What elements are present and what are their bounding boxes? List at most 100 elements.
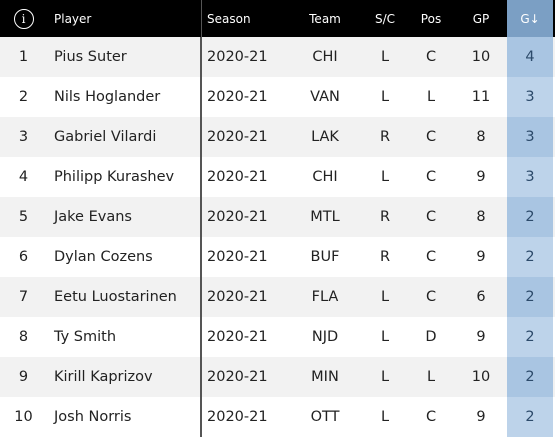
column-header-goals-sorted[interactable]: G↓ [507, 0, 553, 37]
shoots-catches-cell: L [380, 89, 390, 105]
rank-cell: 6 [18, 249, 29, 265]
position-cell: C [425, 249, 437, 265]
position-cell: D [425, 329, 437, 345]
rank-cell: 1 [18, 49, 29, 65]
table-row[interactable]: 1 Pius Suter 2020-21 CHI L C 10 4 [0, 37, 555, 77]
season-cell: 2020-21 [201, 157, 289, 197]
position-cell: L [426, 369, 436, 385]
shoots-catches-cell: L [380, 49, 390, 65]
shoots-catches-cell: R [379, 129, 391, 145]
games-played-cell: 10 [471, 369, 491, 385]
team-cell: VAN [310, 89, 340, 105]
team-cell: MIN [311, 369, 339, 385]
player-name-cell[interactable]: Philipp Kurashev [54, 169, 175, 185]
games-played-cell: 9 [476, 169, 486, 185]
games-played-cell: 8 [476, 129, 486, 145]
table-row[interactable]: 9 Kirill Kaprizov 2020-21 MIN L L 10 2 [0, 357, 555, 397]
season-cell: 2020-21 [201, 277, 289, 317]
rank-cell: 9 [18, 369, 29, 385]
rank-cell: 4 [18, 169, 29, 185]
season-cell: 2020-21 [201, 197, 289, 237]
position-cell: C [425, 209, 437, 225]
column-header-sc[interactable]: S/C [374, 11, 396, 26]
team-cell: LAK [311, 129, 339, 145]
player-name-cell[interactable]: Gabriel Vilardi [54, 129, 157, 145]
position-cell: C [425, 409, 437, 425]
games-played-cell: 10 [471, 49, 491, 65]
rank-cell: 5 [18, 209, 29, 225]
player-name-cell[interactable]: Kirill Kaprizov [54, 369, 153, 385]
team-cell: CHI [312, 169, 338, 185]
player-name-cell[interactable]: Dylan Cozens [54, 249, 153, 265]
season-cell: 2020-21 [201, 37, 289, 77]
rank-cell: 3 [18, 129, 29, 145]
table-row[interactable]: 8 Ty Smith 2020-21 NJD L D 9 2 [0, 317, 555, 357]
goals-cell: 2 [507, 317, 553, 357]
team-cell: FLA [311, 289, 339, 305]
rank-cell: 8 [18, 329, 29, 345]
player-name-cell[interactable]: Pius Suter [54, 49, 127, 65]
player-name-cell[interactable]: Ty Smith [54, 329, 117, 345]
shoots-catches-cell: L [380, 329, 390, 345]
team-cell: NJD [311, 329, 339, 345]
goals-cell: 2 [507, 357, 553, 397]
team-cell: CHI [312, 49, 338, 65]
goals-cell: 3 [507, 77, 553, 117]
games-played-cell: 8 [476, 209, 486, 225]
season-column-divider [200, 37, 201, 437]
games-played-cell: 9 [476, 329, 486, 345]
shoots-catches-cell: L [380, 289, 390, 305]
table-row[interactable]: 5 Jake Evans 2020-21 MTL R C 8 2 [0, 197, 555, 237]
season-cell: 2020-21 [201, 317, 289, 357]
column-header-player[interactable]: Player [54, 11, 92, 26]
table-header: i Player Season Team S/C Pos GP G↓ [0, 0, 555, 37]
shoots-catches-cell: L [380, 169, 390, 185]
shoots-catches-cell: L [380, 409, 390, 425]
info-icon: i [13, 8, 34, 29]
goals-cell: 2 [507, 397, 553, 437]
rank-cell: 2 [18, 89, 29, 105]
player-name-cell[interactable]: Eetu Luostarinen [54, 289, 177, 305]
position-cell: C [425, 289, 437, 305]
table-row[interactable]: 7 Eetu Luostarinen 2020-21 FLA L C 6 2 [0, 277, 555, 317]
season-cell: 2020-21 [201, 397, 289, 437]
table-row[interactable]: 2 Nils Hoglander 2020-21 VAN L L 11 3 [0, 77, 555, 117]
shoots-catches-cell: L [380, 369, 390, 385]
player-name-cell[interactable]: Jake Evans [54, 209, 132, 225]
table-row[interactable]: 4 Philipp Kurashev 2020-21 CHI L C 9 3 [0, 157, 555, 197]
column-header-pos[interactable]: Pos [420, 11, 442, 26]
season-cell: 2020-21 [201, 117, 289, 157]
column-header-season[interactable]: Season [201, 0, 289, 37]
goals-cell: 3 [507, 157, 553, 197]
team-cell: OTT [310, 409, 340, 425]
column-header-gp[interactable]: GP [472, 11, 490, 26]
position-cell: C [425, 49, 437, 65]
goals-cell: 2 [507, 197, 553, 237]
rank-cell: 7 [18, 289, 29, 305]
position-cell: C [425, 129, 437, 145]
shoots-catches-cell: R [379, 249, 391, 265]
goals-cell: 4 [507, 37, 553, 77]
position-cell: C [425, 169, 437, 185]
rank-cell: 10 [14, 409, 33, 425]
goals-cell: 2 [507, 237, 553, 277]
info-button[interactable]: i [0, 0, 47, 37]
goals-cell: 3 [507, 117, 553, 157]
table-row[interactable]: 10 Josh Norris 2020-21 OTT L C 9 2 [0, 397, 555, 437]
player-name-cell[interactable]: Josh Norris [54, 409, 132, 425]
games-played-cell: 9 [476, 409, 486, 425]
player-name-cell[interactable]: Nils Hoglander [54, 89, 161, 105]
team-cell: BUF [310, 249, 340, 265]
team-cell: MTL [310, 209, 340, 225]
position-cell: L [426, 89, 436, 105]
column-header-team[interactable]: Team [309, 11, 341, 26]
shoots-catches-cell: R [379, 209, 391, 225]
season-cell: 2020-21 [201, 357, 289, 397]
goals-cell: 2 [507, 277, 553, 317]
season-cell: 2020-21 [201, 237, 289, 277]
season-cell: 2020-21 [201, 77, 289, 117]
games-played-cell: 9 [476, 249, 486, 265]
table-row[interactable]: 3 Gabriel Vilardi 2020-21 LAK R C 8 3 [0, 117, 555, 157]
table-row[interactable]: 6 Dylan Cozens 2020-21 BUF R C 9 2 [0, 237, 555, 277]
